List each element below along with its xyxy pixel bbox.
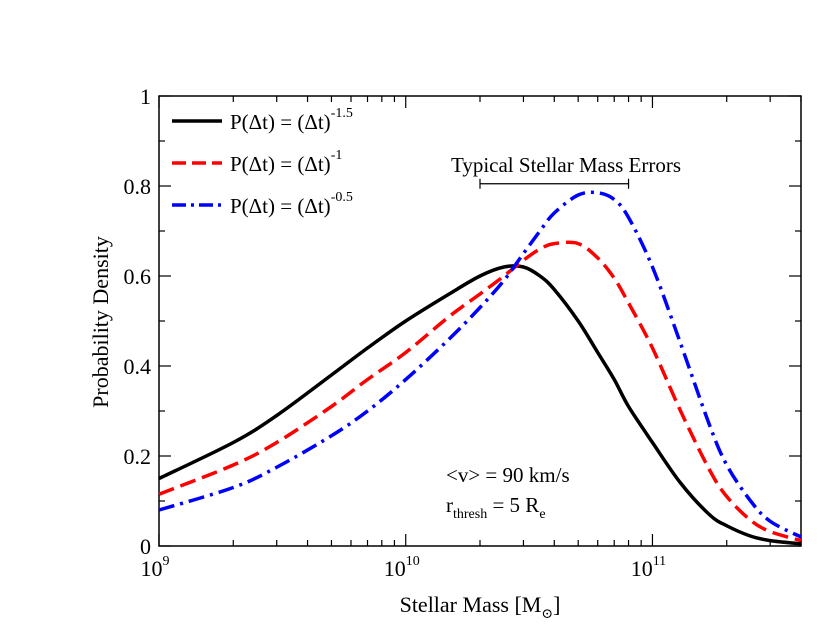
parameter-annotation: <v> = 90 km/s rthresh = 5 Re [446,463,570,522]
y-tick-label: 0.8 [124,174,152,199]
series-line-1 [158,264,802,546]
y-tick-label: 0.6 [124,264,152,289]
threshold-text: rthresh = 5 Re [446,493,546,522]
x-tick-label: 1011 [631,554,666,581]
legend-label-2: P(Δt) = (Δt)-1 [230,148,342,176]
y-tick-label: 0.4 [124,354,152,379]
y-tick-label: 1 [140,84,151,109]
mass-error-annotation: Typical Stellar Mass Errors [451,153,681,189]
velocity-text: <v> = 90 km/s [446,463,570,487]
tick-labels: 109 1010 1011 0 0.2 0.4 0.6 0.8 1 [124,84,667,581]
legend: P(Δt) = (Δt)-1.5 P(Δt) = (Δt)-1 P(Δt) = … [172,106,353,218]
y-tick-label: 0.2 [124,444,152,469]
y-tick-label: 0 [140,534,151,559]
legend-label-1: P(Δt) = (Δt)-1.5 [230,106,353,134]
axis-ticks [158,95,802,547]
series-lines [158,190,802,546]
mass-error-label: Typical Stellar Mass Errors [451,153,681,177]
x-tick-label: 109 [141,554,170,581]
series-line-2 [158,240,802,543]
y-axis-title: Probability Density [88,236,113,408]
series-line-3 [158,190,802,539]
x-tick-label: 1010 [384,554,420,581]
x-axis-title: Stellar Mass [M⊙] [400,592,561,622]
legend-label-3: P(Δt) = (Δt)-0.5 [230,190,353,218]
